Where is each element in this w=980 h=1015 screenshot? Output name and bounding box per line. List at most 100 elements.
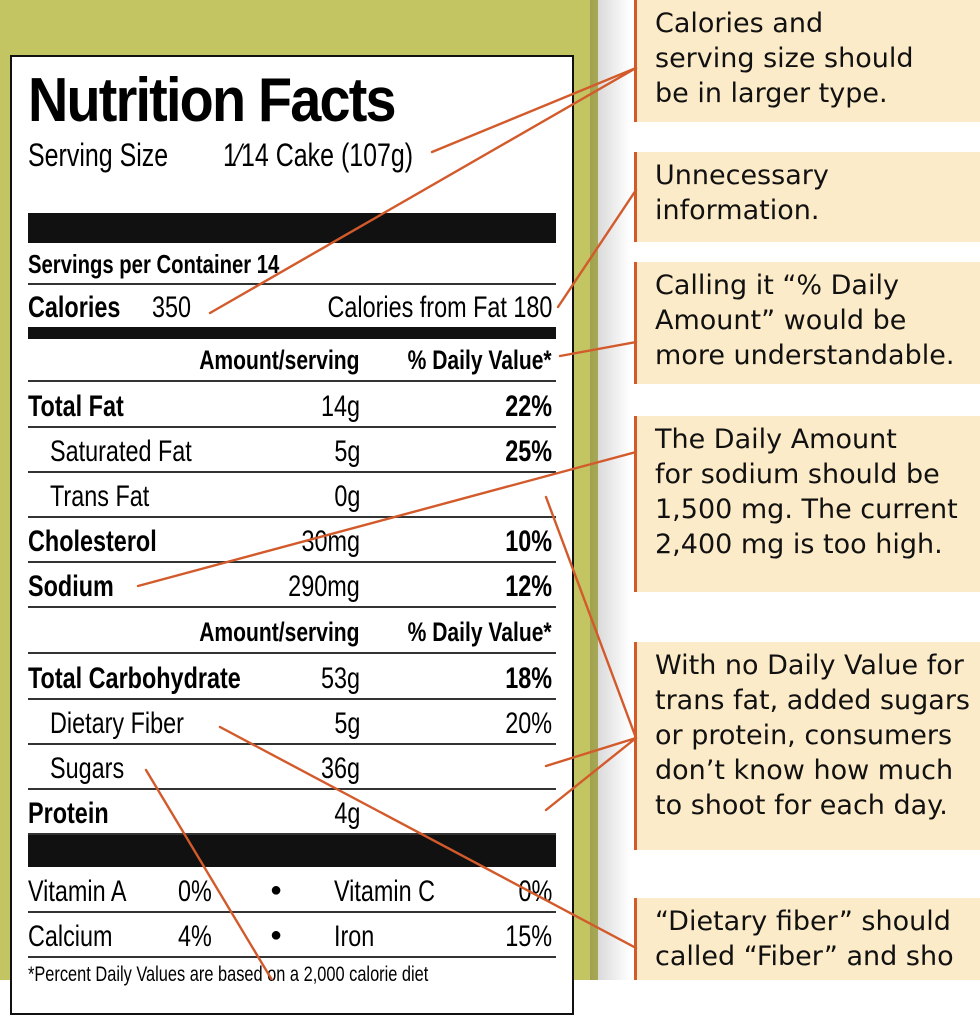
nutrient-amount: 290mg (288, 570, 360, 603)
nutrient-daily-value: 25% (505, 435, 552, 468)
divider (28, 743, 556, 745)
vitamin-value: 15% (505, 920, 552, 953)
calories-label: Calories (28, 291, 121, 324)
divider (28, 652, 556, 654)
header-daily-value: % Daily Value* (408, 345, 552, 375)
label-title: Nutrition Facts (28, 66, 397, 135)
annotation-note: Unnecessary information. (634, 152, 980, 242)
nutrient-daily-value: 10% (505, 525, 552, 558)
header-amount: Amount/serving (199, 345, 360, 375)
annotation-note: The Daily Amount for sodium should be 1,50… (634, 416, 980, 592)
divider (28, 606, 556, 608)
nutrient-amount: 30mg (301, 525, 360, 558)
calories-value: 350 (152, 291, 192, 324)
serving-size-label: Serving Size (28, 137, 169, 173)
annotation-text: or protein, consumers (655, 720, 953, 751)
nutrient-amount: 5g (333, 435, 360, 468)
nutrient-name: Sodium (28, 570, 114, 603)
medium-divider (28, 327, 556, 339)
annotation-text: With no Daily Value for (655, 650, 964, 681)
annotation-text: trans fat, added sugars (655, 685, 970, 716)
annotation-note: “Dietary fiber” should called “Fiber” and… (634, 898, 980, 980)
annotation-text: Calories and (655, 8, 824, 39)
annotation-text: 2,400 mg is too high. (655, 529, 943, 560)
vitamin-value: 0% (178, 875, 212, 908)
nutrient-row: Sugars 36g (28, 746, 556, 790)
nutrient-amount: 4g (333, 797, 360, 830)
footnote: *Percent Daily Values are based on a 2,0… (28, 963, 429, 986)
divider (28, 911, 556, 913)
nutrient-row: Total Fat 14g 22% (28, 384, 556, 428)
nutrient-name: Trans Fat (50, 480, 150, 513)
header-daily-value-2: % Daily Value* (408, 617, 552, 647)
serving-size-value: 1⁄14 Cake (107g) (223, 137, 414, 173)
annotation-note: With no Daily Value for trans fat, added … (634, 642, 980, 850)
annotation-text: Unnecessary (655, 160, 829, 191)
annotation-text: be in larger type. (655, 78, 888, 109)
calories-from-fat: Calories from Fat 180 (327, 291, 552, 324)
bullet-icon: ● (270, 924, 283, 946)
annotation-text: called “Fiber” and sho (655, 941, 954, 972)
nutrition-label: Nutrition Facts Serving Size 1⁄14 Cake (… (10, 55, 574, 1015)
thick-divider-2 (28, 835, 556, 867)
annotation-text: The Daily Amount (655, 424, 897, 455)
bullet-icon: ● (270, 879, 283, 901)
nutrient-row: Sodium 290mg 12% (28, 564, 556, 608)
nutrient-row: Total Carbohydrate 53g 18% (28, 656, 556, 700)
annotation-text: to shoot for each day. (655, 790, 948, 821)
annotation-text: for sodium should be (655, 459, 940, 490)
nutrient-daily-value: 18% (505, 662, 552, 695)
annotation-text: more understandable. (655, 340, 955, 371)
divider (28, 956, 556, 958)
page-shadow (590, 0, 630, 980)
nutrient-name: Protein (28, 797, 109, 830)
servings-per-container: Servings per Container 14 (28, 249, 280, 279)
nutrient-daily-value: 20% (505, 707, 552, 740)
divider (28, 471, 556, 473)
nutrient-amount: 0g (333, 480, 360, 513)
vitamin-name: Calcium (28, 920, 113, 953)
annotation-text: information. (655, 195, 820, 226)
nutrient-daily-value: 12% (505, 570, 552, 603)
vitamin-name: Iron (334, 920, 375, 953)
divider (28, 426, 556, 428)
nutrient-name: Total Carbohydrate (28, 662, 241, 695)
nutrient-row: Saturated Fat 5g 25% (28, 429, 556, 473)
annotation-text: “Dietary fiber” should (655, 906, 951, 937)
vitamin-row: Vitamin A 0% ● Vitamin C 0% (28, 869, 556, 913)
nutrient-name: Sugars (50, 752, 125, 785)
divider (28, 516, 556, 518)
divider (28, 561, 556, 563)
annotation-note: Calories and serving size should be in lar… (634, 0, 980, 122)
nutrient-name: Cholesterol (28, 525, 157, 558)
divider (28, 788, 556, 790)
divider (28, 698, 556, 700)
annotation-note: Calling it “% Daily Amount” would be more … (634, 262, 980, 384)
divider (28, 283, 556, 285)
annotation-text: Amount” would be (655, 305, 907, 336)
nutrient-daily-value: 22% (505, 390, 552, 423)
nutrient-row: Cholesterol 30mg 10% (28, 519, 556, 563)
vitamin-name: Vitamin C (334, 875, 436, 908)
nutrient-name: Total Fat (28, 390, 124, 423)
header-amount-2: Amount/serving (199, 617, 360, 647)
nutrient-name: Dietary Fiber (50, 707, 184, 740)
annotation-text: Calling it “% Daily (655, 270, 899, 301)
vitamin-value: 4% (178, 920, 212, 953)
nutrient-row: Dietary Fiber 5g 20% (28, 701, 556, 745)
vitamin-name: Vitamin A (28, 875, 127, 908)
nutrient-row: Protein 4g (28, 791, 556, 835)
divider (28, 380, 556, 382)
vitamin-row: Calcium 4% ● Iron 15% (28, 914, 556, 958)
annotation-text: 1,500 mg. The current (655, 494, 958, 525)
annotation-text: serving size should (655, 43, 914, 74)
nutrient-amount: 36g (320, 752, 360, 785)
nutrient-amount: 14g (320, 390, 360, 423)
nutrient-amount: 5g (333, 707, 360, 740)
nutrient-name: Saturated Fat (50, 435, 192, 468)
vitamin-value: 0% (518, 875, 552, 908)
nutrient-amount: 53g (320, 662, 360, 695)
thick-divider (28, 213, 556, 243)
nutrient-row: Trans Fat 0g (28, 474, 556, 518)
annotation-text: don’t know how much (655, 755, 954, 786)
